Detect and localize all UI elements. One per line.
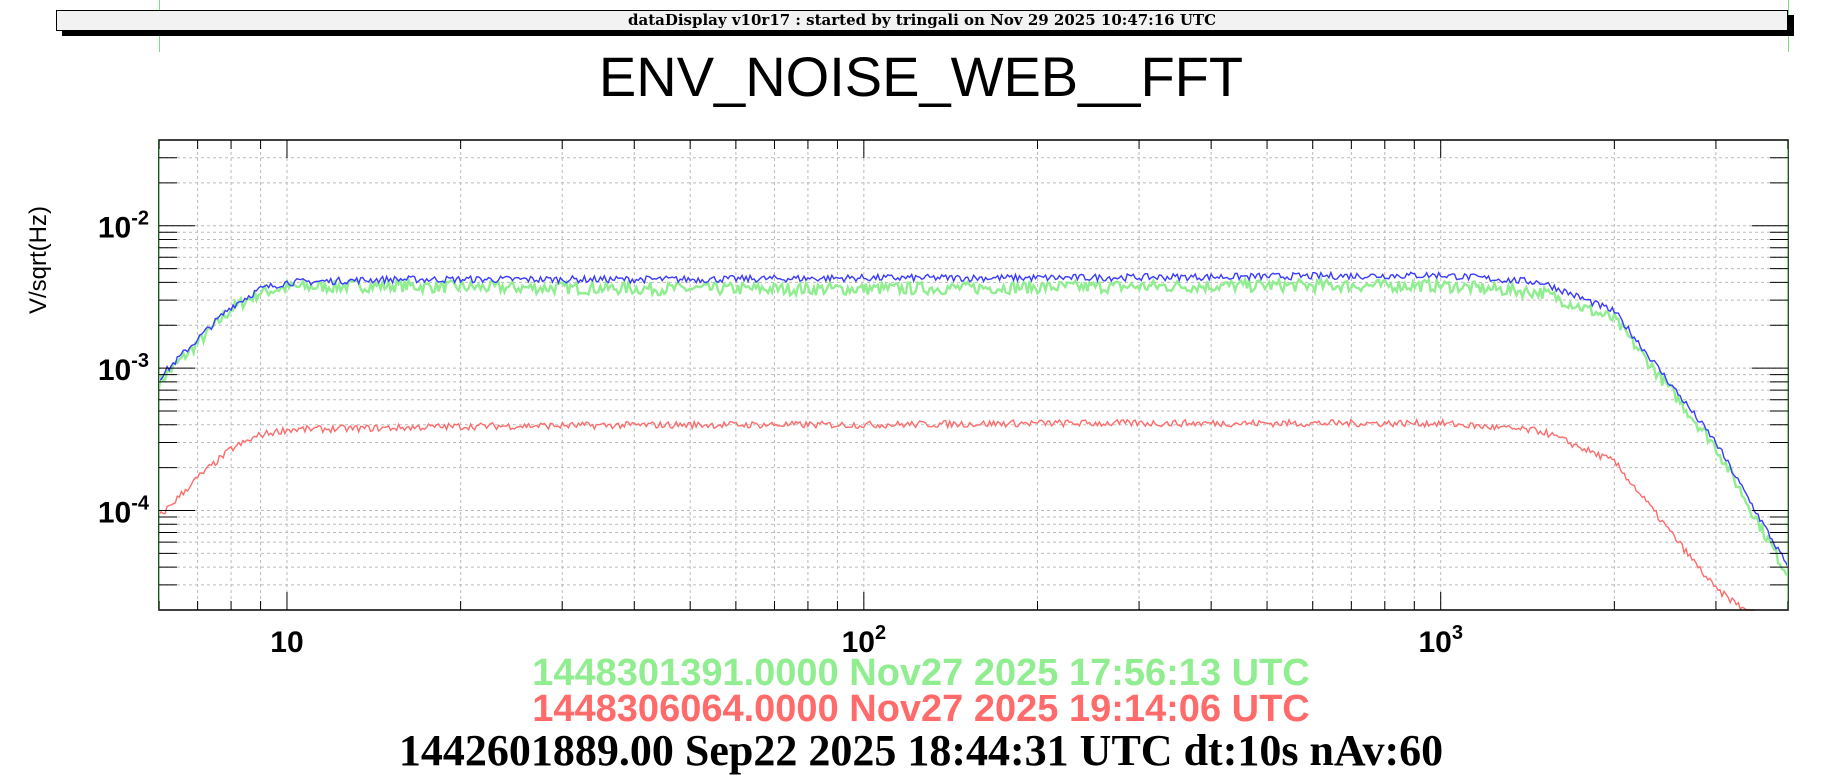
series-line bbox=[158, 417, 1755, 611]
y-tick-label: 10-4 bbox=[98, 492, 150, 529]
series-line bbox=[157, 275, 1789, 577]
trace-timestamp-red: 1448306064.0000 Nov27 2025 19:14:06 UTC bbox=[532, 688, 1310, 730]
guide-line-right bbox=[1788, 0, 1789, 52]
banner-title: dataDisplay v10r17 : started by tringali… bbox=[56, 10, 1788, 31]
trace-timestamp-green: 1448301391.0000 Nov27 2025 17:56:13 UTC bbox=[532, 652, 1310, 694]
grid-layer bbox=[158, 139, 1789, 611]
tick-layer bbox=[158, 139, 1789, 611]
reference-timestamp: 1442601889.00 Sep22 2025 18:44:31 UTC dt… bbox=[398, 726, 1444, 775]
y-tick-label: 10-2 bbox=[98, 208, 149, 245]
plot-frame bbox=[158, 139, 1789, 611]
y-axis-label: V/sqrt(Hz) bbox=[25, 206, 52, 314]
chart-title: ENV_NOISE_WEB__FFT bbox=[598, 45, 1244, 108]
series-line bbox=[158, 270, 1789, 568]
x-tick-label: 10 bbox=[270, 626, 303, 659]
series-layer bbox=[157, 270, 1789, 611]
x-tick-label: 102 bbox=[842, 622, 887, 659]
label-layer: 10 102 103 10-2 10-3 10-4 bbox=[98, 208, 1463, 659]
x-tick-label: 103 bbox=[1418, 622, 1463, 659]
y-tick-label: 10-3 bbox=[98, 350, 149, 387]
